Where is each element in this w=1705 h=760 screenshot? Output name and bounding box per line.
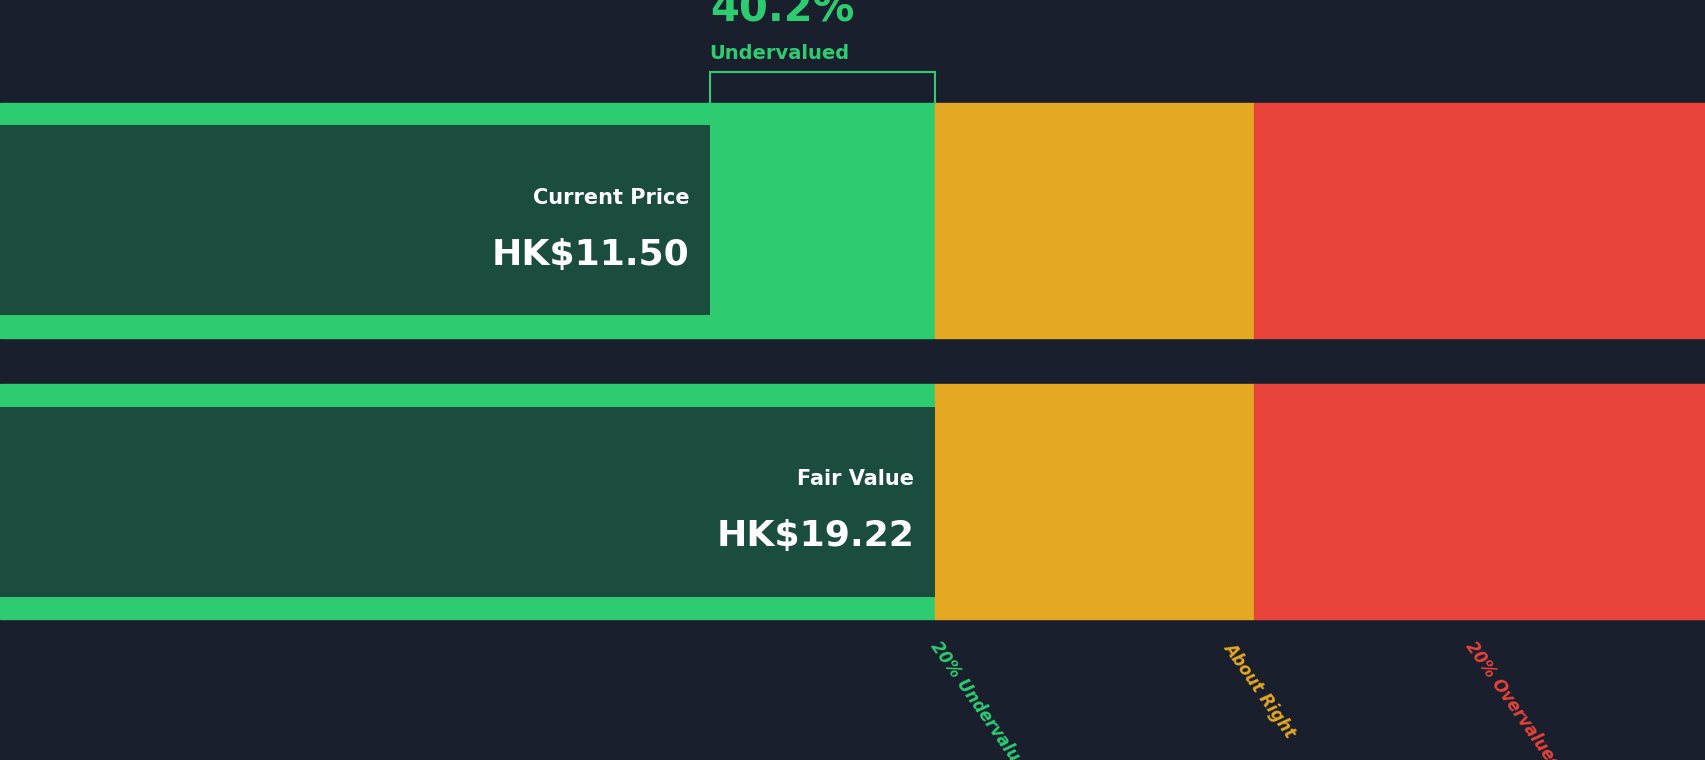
Text: Undervalued: Undervalued bbox=[709, 44, 849, 63]
Bar bbox=[0, 103, 934, 338]
Bar bbox=[1253, 103, 1705, 338]
Bar bbox=[0, 384, 934, 619]
Text: HK$19.22: HK$19.22 bbox=[716, 519, 914, 553]
Text: Current Price: Current Price bbox=[532, 188, 689, 207]
Text: About Right: About Right bbox=[1219, 638, 1298, 740]
Text: 40.2%: 40.2% bbox=[709, 0, 854, 30]
Bar bbox=[934, 103, 1253, 338]
Text: 20% Undervalued: 20% Undervalued bbox=[926, 638, 1035, 760]
Bar bbox=[1253, 384, 1705, 619]
Bar bbox=[0, 407, 934, 597]
Bar bbox=[0, 125, 709, 315]
Text: 20% Overvalued: 20% Overvalued bbox=[1461, 638, 1563, 760]
Text: HK$11.50: HK$11.50 bbox=[491, 238, 689, 271]
Text: Fair Value: Fair Value bbox=[796, 469, 914, 489]
Bar bbox=[934, 384, 1253, 619]
